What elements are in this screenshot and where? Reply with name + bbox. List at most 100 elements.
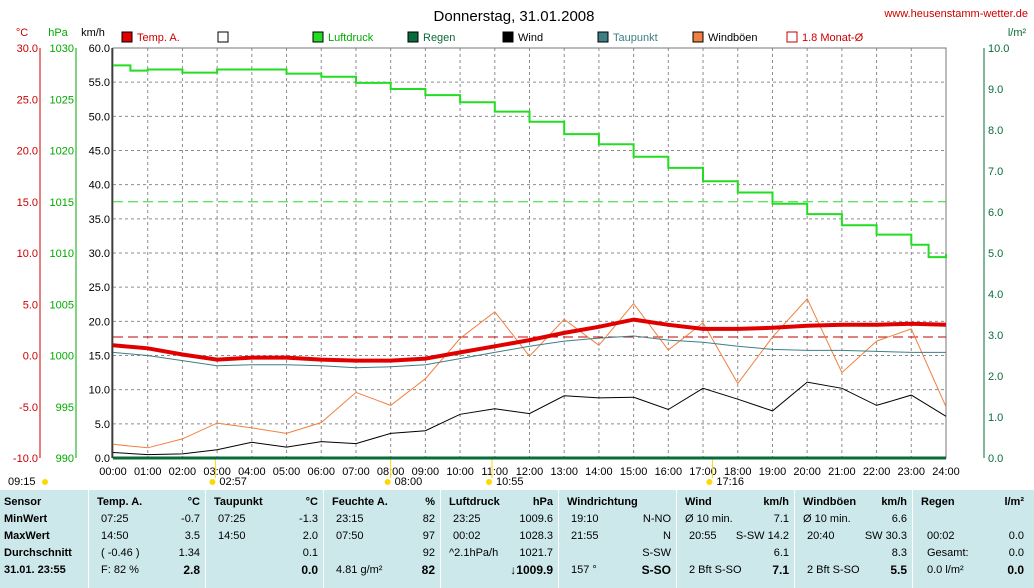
kmh-tick-label: 10.0	[89, 385, 110, 397]
stats-table: Sensor MinWert MaxWert Durchschnitt 31.0…	[0, 489, 1034, 588]
rain-tick-label: 2.0	[988, 371, 1003, 383]
rain-tick-label: 4.0	[988, 289, 1003, 301]
celsius-tick-label: 10.0	[17, 248, 38, 260]
time-tick-label: 09:00	[412, 466, 440, 478]
time-tick-label: 19:00	[759, 466, 787, 478]
dir-current-value: S-SO	[641, 563, 671, 577]
wind-min-value: 7.1	[773, 513, 789, 525]
time-tick-label: 14:00	[585, 466, 613, 478]
press-avg-value: 1021.7	[519, 547, 553, 559]
time-tick-label: 00:00	[99, 466, 127, 478]
rain-unit-label: l/m²	[1008, 27, 1027, 39]
kmh-tick-label: 20.0	[89, 316, 110, 328]
celsius-tick-label: 5.0	[23, 299, 38, 311]
time-tick-label: 05:00	[273, 466, 301, 478]
gust-max-value: SW 30.3	[864, 530, 907, 542]
press-unit: hPa	[532, 496, 553, 508]
event-marker-label: 17:16	[716, 476, 744, 488]
celsius-tick-label: 15.0	[17, 197, 38, 209]
gust-min-value: 6.6	[891, 513, 907, 525]
hpa-tick-label: 1000	[50, 351, 74, 363]
event-marker-dot	[209, 479, 216, 485]
weather-chart: Donnerstag, 31.01.2008 www.heusenstamm-w…	[8, 8, 1028, 488]
hpa-unit-label: hPa	[48, 27, 68, 39]
rain-total-value: 0.0	[1008, 547, 1024, 559]
kmh-tick-label: 60.0	[89, 43, 110, 55]
dew-unit: °C	[305, 496, 318, 508]
chart-title: Donnerstag, 31.01.2008	[434, 8, 595, 25]
kmh-unit-label: km/h	[81, 27, 105, 39]
gust-avg-value: 8.3	[891, 547, 907, 559]
time-tick-label: 01:00	[134, 466, 162, 478]
rain-max-value: 0.0	[1008, 530, 1024, 542]
time-tick-label: 07:00	[342, 466, 370, 478]
legend-label: Regen	[423, 32, 455, 44]
series-dewpoint-line	[112, 335, 946, 369]
time-tick-label: 06:00	[307, 466, 335, 478]
time-tick-label: 15:00	[620, 466, 648, 478]
kmh-tick-label: 40.0	[89, 180, 110, 192]
press-head: Luftdruck	[449, 496, 500, 508]
press-min-time: 23:25	[453, 513, 481, 525]
series-gust-line	[112, 297, 947, 449]
pressure-column: Luftdruck hPa 23:25 1009.6 00:02 1028.3 …	[440, 490, 559, 588]
legend-swatch	[502, 31, 514, 43]
series-pressure-line	[113, 64, 947, 259]
time-tick-label: 13:00	[550, 466, 578, 478]
event-marker-label: 02:57	[219, 476, 247, 488]
hum-min-value: 82	[422, 513, 435, 525]
dew-head: Taupunkt	[214, 496, 263, 508]
gust-unit: km/h	[881, 496, 907, 508]
rain-tick-label: 10.0	[988, 43, 1009, 55]
legend-swatch	[692, 31, 704, 43]
dir-max-value: N	[663, 530, 671, 542]
temp-min-time: 07:25	[101, 513, 129, 525]
gust-current-value: 5.5	[890, 563, 907, 577]
press-current-value: ↓1009.9	[510, 563, 553, 577]
kmh-tick-label: 25.0	[89, 282, 110, 294]
celsius-unit-label: °C	[16, 27, 28, 39]
hpa-tick-label: 1025	[50, 94, 74, 106]
hpa-tick-label: 995	[56, 402, 74, 414]
hpa-tick-label: 1010	[50, 248, 74, 260]
event-marker-dot	[384, 479, 391, 485]
event-marker-dot	[486, 479, 493, 485]
temp-head: Temp. A.	[97, 496, 143, 508]
legend-swatch	[597, 31, 609, 43]
temp-column: Temp. A. °C 07:25 -0.7 14:50 3.5 ( -0.46…	[88, 490, 206, 588]
legend-swatch	[786, 31, 798, 43]
wind-avg-value: 6.1	[773, 547, 789, 559]
kmh-tick-label: 15.0	[89, 351, 110, 363]
gust-head: Windböen	[803, 496, 857, 508]
hum-min-time: 23:15	[336, 513, 364, 525]
temp-avg-value: 1.34	[178, 547, 200, 559]
celsius-tick-label: -10.0	[13, 453, 38, 465]
hpa-tick-label: 990	[56, 453, 74, 465]
dir-degree-note: 157 °	[571, 564, 597, 576]
time-tick-label: 18:00	[724, 466, 752, 478]
hum-absolute-note: 4.81 g/m²	[336, 564, 383, 576]
dew-min-time: 07:25	[218, 513, 246, 525]
wind-bft-note: 2 Bft S-SO	[689, 564, 742, 576]
press-trend-note: ^2.1hPa/h	[449, 547, 499, 559]
celsius-tick-label: 25.0	[17, 94, 38, 106]
hpa-tick-label: 1015	[50, 197, 74, 209]
wind-current-value: 7.1	[772, 563, 789, 577]
rain-tick-label: 5.0	[988, 248, 1003, 260]
humidity-column: Feuchte A. % 23:15 82 07:50 97 92 4.81 g…	[323, 490, 441, 588]
series-wind-line	[112, 381, 947, 456]
sensor-labels-column: Sensor MinWert MaxWert Durchschnitt 31.0…	[0, 490, 88, 588]
gust-bft-note: 2 Bft S-SO	[807, 564, 860, 576]
wind-max-value: S-SW 14.2	[735, 530, 789, 542]
legend-swatch	[407, 31, 419, 43]
kmh-tick-label: 55.0	[89, 77, 110, 89]
hum-max-value: 97	[422, 530, 435, 542]
kmh-tick-label: 50.0	[89, 111, 110, 123]
press-max-value: 1028.3	[519, 530, 553, 542]
legend-label: Luftdruck	[328, 32, 374, 44]
legend: Temp. A. Luftdruck Regen Wind Taupunkt Windbö…	[121, 31, 864, 44]
press-max-time: 00:02	[453, 530, 481, 542]
time-tick-label: 03:00	[203, 466, 231, 478]
rain-tick-label: 3.0	[988, 330, 1003, 342]
legend-label: Windböen	[708, 32, 758, 44]
